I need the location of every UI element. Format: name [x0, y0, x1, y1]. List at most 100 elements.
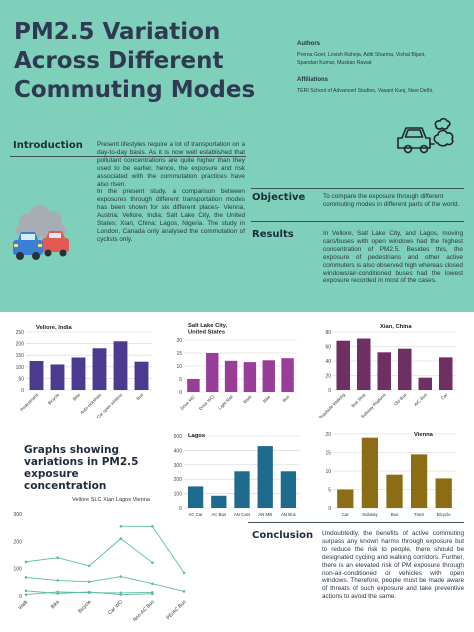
- y-tick-label: 100: [13, 567, 22, 573]
- y-tick-label: 0: [21, 388, 24, 394]
- y-tick-label: 80: [325, 330, 331, 336]
- x-tick-label: Car: [342, 512, 350, 517]
- x-tick-label: Non-AC Bus: [132, 599, 156, 623]
- conclusion-text: Undoubtedly, the benefits of active comm…: [322, 530, 464, 601]
- data-point: [119, 593, 123, 596]
- x-tick-label: A/C Bus: [413, 392, 428, 407]
- bar: [435, 478, 452, 508]
- x-tick-label: AN Cars: [234, 512, 251, 517]
- bar: [134, 361, 149, 390]
- y-tick-label: 20: [325, 374, 331, 380]
- y-tick-label: 10: [325, 469, 331, 475]
- x-tick-label: Bicycle: [77, 599, 93, 615]
- data-point: [119, 575, 123, 578]
- y-tick-label: 20: [176, 338, 182, 344]
- bar: [280, 471, 297, 508]
- y-tick-label: 60: [325, 345, 331, 351]
- x-tick-label: Light Rail: [217, 394, 233, 410]
- data-point: [56, 579, 59, 582]
- chart-svg: 0 5 10 15 20 Drive WC Drive WO Light Rail Walk Bi…: [176, 323, 297, 411]
- poster-title: PM2.5 Variation Across Different Commuti…: [14, 19, 256, 103]
- chart-vellore: 0 50 100 150 200 250 Pedestrians Bicycle Bike Aut…: [10, 318, 160, 418]
- x-tick-label: Subway: [362, 512, 378, 517]
- data-point: [182, 571, 186, 575]
- introduction-divider: [10, 156, 246, 157]
- x-tick-label: Car WO: [107, 599, 124, 616]
- chart-svg: 0 5 10 15 20 Car Subway Bus Tram Bicycle Vienna: [325, 432, 456, 517]
- authors-line-1: Prerna Goel, Lovish Raheja, Aditi Sharma…: [297, 52, 426, 58]
- bar: [386, 474, 403, 508]
- data-point: [151, 582, 154, 585]
- bar: [281, 358, 294, 392]
- objective-divider-bottom: [251, 221, 464, 222]
- data-point: [151, 561, 154, 564]
- chart-title: Lagos: [188, 433, 205, 439]
- x-tick-label: AC Bus: [211, 512, 227, 517]
- x-tick-label: AN MB: [258, 512, 272, 517]
- y-tick-label: 300: [174, 463, 183, 469]
- data-point: [24, 576, 28, 579]
- x-tick-label: PE/AC Bus: [165, 599, 187, 621]
- data-point: [151, 525, 154, 528]
- chart-xian: 0 20 40 60 80 Roadside Walking Bus Stop Subway …: [318, 318, 464, 418]
- authors-line-2: Spandan Kumar, Muskan Rawat: [297, 60, 372, 66]
- x-tick-label: Bus: [391, 512, 399, 517]
- bar: [377, 352, 392, 390]
- conclusion-divider: [248, 522, 464, 523]
- y-tick-label: 400: [174, 448, 183, 454]
- y-tick-label: 200: [174, 477, 183, 483]
- chart-title: Xian, China: [380, 324, 412, 330]
- y-tick-label: 0: [19, 594, 22, 600]
- data-point: [87, 564, 91, 568]
- x-tick-label: Walk: [242, 394, 253, 405]
- chart-salt-lake-city: 0 5 10 15 20 Drive WC Drive WO Light Rail Walk Bi…: [170, 318, 305, 418]
- bar: [224, 360, 238, 392]
- bar: [71, 357, 86, 390]
- y-tick-label: 0: [328, 506, 331, 512]
- introduction-heading: Introduction: [13, 140, 83, 151]
- data-point: [119, 525, 123, 528]
- objective-divider-top: [251, 188, 464, 189]
- bar: [50, 364, 65, 390]
- chart-title: Vienna: [414, 432, 434, 438]
- chart-title: Vellore, India: [36, 325, 73, 331]
- line-chart-svg: 0 100 200 300 Walk Bike Bicycle Car WO Non-AC Bu…: [13, 512, 187, 623]
- data-point: [87, 590, 91, 594]
- car-emission-icon: [397, 117, 454, 154]
- x-tick-label: Roadside Walking: [318, 392, 346, 418]
- bar: [234, 471, 250, 508]
- chart-comparison-lines: 0 100 200 300 Walk Bike Bicycle Car WO Non-AC Bu…: [6, 506, 196, 628]
- y-tick-label: 300: [13, 512, 22, 518]
- line-chart-legend: Vellore SLC Xian Lagos Vienna: [72, 497, 150, 503]
- x-tick-label: Drive WC: [179, 394, 196, 411]
- authors-block: Authors Prerna Goel, Lovish Raheja, Adit…: [297, 40, 467, 95]
- bar: [410, 454, 428, 508]
- y-tick-label: 50: [18, 376, 24, 382]
- traffic-pollution-icon: [13, 205, 69, 260]
- y-tick-label: 250: [16, 330, 25, 336]
- x-tick-label: Bike: [72, 392, 82, 402]
- x-tick-label: Bus: [281, 394, 290, 403]
- x-tick-label: Bus Stop: [350, 392, 367, 409]
- bar: [356, 338, 371, 390]
- bar: [243, 362, 257, 392]
- x-tick-label: Drive WO: [198, 394, 215, 411]
- bar: [397, 348, 412, 390]
- series-line: [25, 538, 153, 567]
- y-tick-label: 150: [16, 353, 25, 359]
- data-point: [24, 560, 28, 564]
- bar: [92, 348, 107, 390]
- bar: [211, 495, 227, 508]
- introduction-para-2: In the present study, a comparison betwe…: [97, 188, 245, 243]
- x-tick-label: Bike: [50, 599, 61, 610]
- introduction-para-1: Present lifestyles require a lot of tran…: [97, 141, 245, 188]
- affiliations-heading: Affiliations: [297, 77, 328, 83]
- results-text: In Vellore, Salt Lake City, and Lagos, m…: [323, 230, 463, 285]
- y-tick-label: 200: [13, 539, 22, 545]
- bar: [361, 437, 379, 508]
- y-tick-label: 15: [325, 451, 331, 457]
- y-tick-label: 0: [179, 506, 182, 512]
- y-tick-label: 100: [174, 492, 183, 498]
